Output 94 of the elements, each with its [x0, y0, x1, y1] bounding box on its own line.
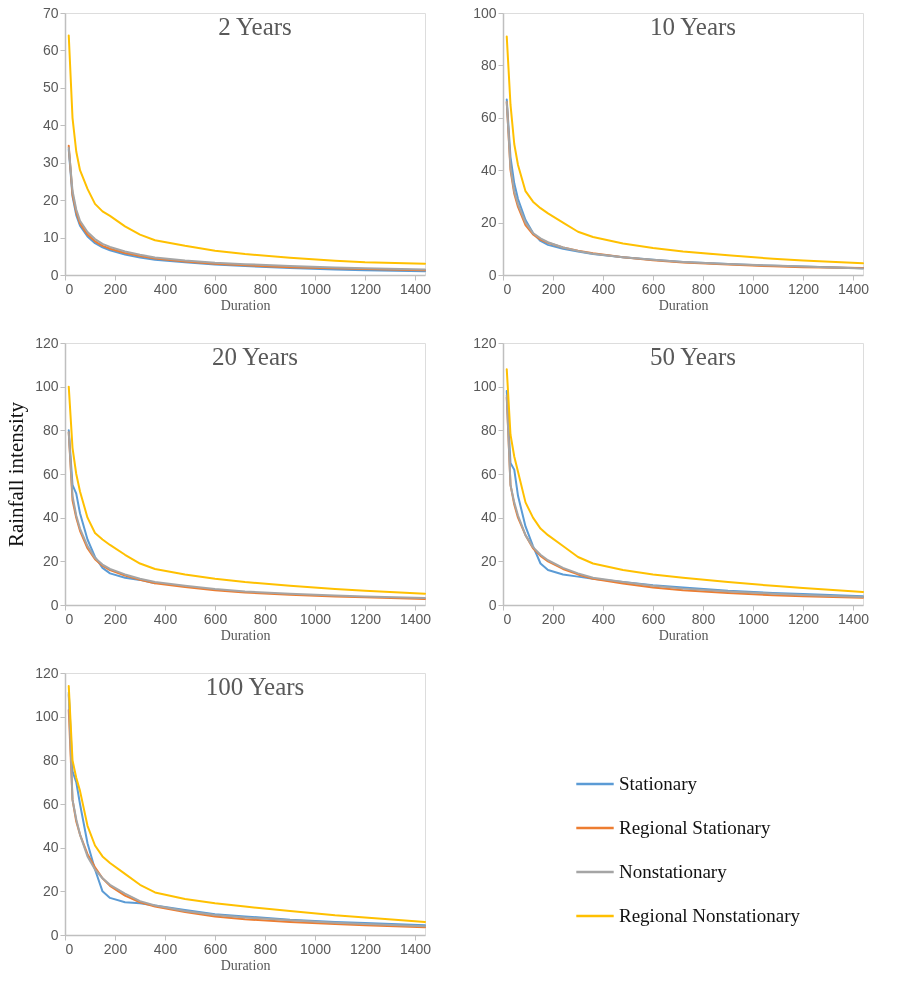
x-tick-label: 600 [203, 940, 228, 957]
y-tick-label: 60 [42, 795, 59, 812]
y-tick-label: 30 [42, 154, 59, 171]
y-tick-label: 10 [42, 229, 59, 246]
x-axis-title: Duration [220, 297, 271, 313]
y-tick-label: 40 [42, 116, 59, 133]
y-axis-title: Rainfall intensity [4, 401, 29, 548]
chart-title: 50 Years [649, 343, 737, 370]
legend-label: Regional Stationary [619, 817, 771, 838]
x-tick-label: 1200 [349, 610, 382, 627]
x-tick-label: 400 [153, 610, 178, 627]
y-tick-label: 60 [480, 109, 497, 126]
y-tick-label: 40 [42, 839, 59, 856]
y-tick-label: 80 [42, 751, 59, 768]
y-tick-label: 40 [42, 509, 59, 526]
x-axis-title: Duration [658, 297, 709, 313]
legend-label: Regional Nonstationary [619, 905, 801, 926]
x-tick-label: 400 [153, 280, 178, 297]
x-tick-label: 1000 [737, 610, 770, 627]
line-series [67, 385, 426, 595]
x-tick-label: 200 [541, 280, 566, 297]
line-series [505, 35, 864, 265]
legend-label: Nonstationary [619, 861, 728, 882]
x-tick-label: 0 [503, 610, 512, 627]
x-tick-label: 1400 [399, 940, 432, 957]
x-tick-label: 1200 [787, 280, 820, 297]
x-tick-label: 1000 [299, 940, 332, 957]
y-tick-label: 20 [480, 214, 497, 231]
x-tick-label: 0 [65, 940, 74, 957]
x-tick-label: 1400 [399, 610, 432, 627]
x-tick-label: 200 [541, 610, 566, 627]
x-tick-label: 800 [253, 280, 278, 297]
x-tick-label: 800 [691, 280, 716, 297]
x-axis-title: Duration [658, 627, 709, 643]
y-tick-label: 120 [35, 334, 59, 351]
x-tick-label: 400 [591, 280, 616, 297]
y-tick-label: 80 [480, 421, 497, 438]
x-tick-label: 600 [641, 280, 666, 297]
y-tick-label: 20 [480, 552, 497, 569]
line-series [67, 431, 426, 600]
y-tick-label: 0 [488, 266, 497, 283]
y-tick-label: 0 [488, 596, 497, 613]
x-tick-label: 1000 [299, 280, 332, 297]
x-tick-label: 1200 [349, 940, 382, 957]
y-tick-label: 100 [473, 378, 497, 395]
chart-title: 2 Years [218, 13, 292, 40]
x-tick-label: 0 [65, 610, 74, 627]
x-tick-label: 1400 [837, 280, 870, 297]
x-axis-title: Duration [220, 627, 271, 643]
y-tick-label: 40 [480, 509, 497, 526]
x-tick-label: 1000 [737, 280, 770, 297]
y-tick-label: 0 [50, 926, 59, 943]
y-tick-label: 70 [42, 4, 59, 21]
y-tick-label: 0 [50, 596, 59, 613]
x-tick-label: 1000 [299, 610, 332, 627]
y-tick-label: 80 [42, 421, 59, 438]
y-tick-label: 100 [35, 378, 59, 395]
x-tick-label: 1200 [349, 280, 382, 297]
y-tick-label: 50 [42, 79, 59, 96]
x-tick-label: 1400 [837, 610, 870, 627]
y-tick-label: 60 [42, 41, 59, 58]
x-tick-label: 600 [641, 610, 666, 627]
x-tick-label: 1400 [399, 280, 432, 297]
y-tick-label: 60 [480, 465, 497, 482]
x-tick-label: 200 [103, 280, 128, 297]
y-tick-label: 20 [42, 882, 59, 899]
y-tick-label: 100 [35, 708, 59, 725]
y-tick-label: 120 [35, 664, 59, 681]
y-tick-label: 100 [473, 4, 497, 21]
x-tick-label: 1200 [787, 610, 820, 627]
x-tick-label: 600 [203, 280, 228, 297]
y-tick-label: 80 [480, 56, 497, 73]
x-tick-label: 600 [203, 610, 228, 627]
line-series [67, 34, 426, 265]
x-tick-label: 0 [503, 280, 512, 297]
x-tick-label: 800 [253, 940, 278, 957]
x-tick-label: 200 [103, 610, 128, 627]
x-tick-label: 0 [65, 280, 74, 297]
legend-label: Stationary [619, 773, 698, 794]
y-tick-label: 20 [42, 191, 59, 208]
chart-title: 20 Years [211, 343, 299, 370]
x-axis-title: Duration [220, 957, 271, 973]
x-tick-label: 800 [691, 610, 716, 627]
chart-title: 100 Years [205, 673, 305, 700]
x-tick-label: 200 [103, 940, 128, 957]
y-tick-label: 0 [50, 266, 59, 283]
x-tick-label: 400 [153, 940, 178, 957]
y-tick-label: 20 [42, 552, 59, 569]
y-tick-label: 40 [480, 161, 497, 178]
chart-title: 10 Years [649, 13, 737, 40]
x-tick-label: 800 [253, 610, 278, 627]
y-tick-label: 60 [42, 465, 59, 482]
y-tick-label: 120 [473, 334, 497, 351]
x-tick-label: 400 [591, 610, 616, 627]
